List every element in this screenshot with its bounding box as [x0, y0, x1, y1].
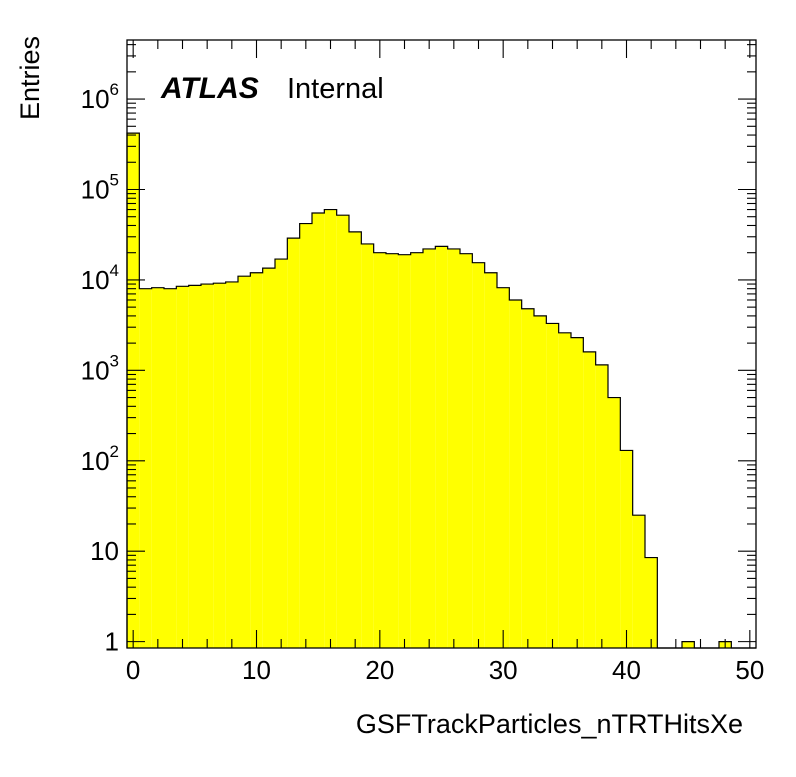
- histogram-bin: [608, 397, 621, 648]
- histogram-bin: [139, 288, 152, 648]
- experiment-label: ATLAS: [160, 72, 259, 105]
- tick-labels: 0 10 20 30 40 50 1 10 102 103 104 105 106: [81, 80, 765, 685]
- histogram-bin: [324, 209, 337, 649]
- histogram-bin: [287, 238, 300, 648]
- histogram-bin: [509, 299, 522, 648]
- histogram-bin: [410, 252, 423, 648]
- histogram-bin: [250, 272, 263, 648]
- x-tick-label: 0: [126, 655, 140, 685]
- histogram-bin: [497, 287, 510, 648]
- histogram-bin: [151, 287, 164, 648]
- histogram-bin: [238, 276, 251, 648]
- histogram-bars: [127, 133, 732, 649]
- axis-ticks: [127, 40, 756, 648]
- y-tick-label: 1: [105, 627, 119, 657]
- histogram-bin: [620, 450, 633, 648]
- histogram-bin: [262, 268, 275, 648]
- x-tick-label: 50: [735, 655, 764, 685]
- x-tick-label: 10: [242, 655, 271, 685]
- histogram-bin: [571, 337, 584, 648]
- histogram-bin: [546, 323, 559, 648]
- status-label: Internal: [287, 73, 384, 105]
- y-tick-label: 102: [81, 442, 119, 476]
- histogram-bin: [632, 515, 645, 648]
- histogram-bin: [595, 364, 608, 648]
- histogram-bin: [398, 254, 411, 648]
- histogram-bin: [213, 283, 226, 648]
- histogram-bin: [484, 272, 497, 648]
- histogram-bin: [312, 212, 325, 648]
- y-tick-label: 10: [90, 536, 119, 566]
- histogram-bin: [188, 285, 201, 648]
- histogram-bin: [460, 253, 473, 648]
- histogram-bin: [472, 262, 485, 648]
- histogram-bin: [299, 223, 312, 648]
- y-axis-title: Entries: [15, 36, 45, 120]
- histogram-bin: [583, 351, 596, 648]
- y-tick-label: 103: [81, 351, 119, 385]
- histogram-bin: [373, 252, 386, 648]
- y-tick-label: 106: [81, 80, 119, 114]
- histogram-bin: [361, 243, 374, 648]
- histogram-bin: [386, 253, 399, 648]
- histogram-bin: [275, 259, 288, 648]
- histogram-bin: [225, 281, 238, 648]
- histogram-bin: [521, 308, 534, 648]
- x-tick-label: 20: [365, 655, 394, 685]
- histogram-bin: [558, 332, 571, 648]
- histogram-outline: [126, 132, 756, 649]
- histogram-bin: [164, 288, 177, 648]
- x-tick-label: 40: [612, 655, 641, 685]
- histogram-bin: [336, 215, 349, 649]
- x-axis-title: GSFTrackParticles_nTRTHitsXe: [356, 709, 743, 739]
- histogram-bin: [176, 286, 189, 648]
- x-tick-label: 30: [489, 655, 518, 685]
- histogram-bin: [645, 557, 658, 648]
- y-tick-label: 104: [81, 261, 119, 295]
- histogram-bin: [682, 641, 695, 648]
- y-tick-label: 105: [81, 170, 119, 204]
- histogram-bin: [435, 246, 448, 649]
- histogram-bin: [534, 315, 547, 648]
- histogram-bin: [423, 248, 436, 648]
- histogram-bin: [201, 284, 214, 648]
- histogram-bin: [447, 248, 460, 648]
- plot-frame: [126, 39, 757, 649]
- histogram-bin: [349, 231, 362, 649]
